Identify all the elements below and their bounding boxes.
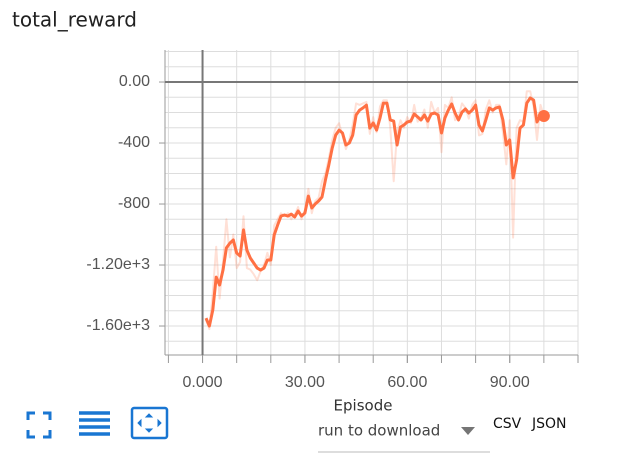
json-link[interactable]: JSON <box>531 416 567 432</box>
series-line <box>204 96 545 328</box>
y-tick-label: -1.60e+3 <box>86 317 150 334</box>
dropdown-arrow <box>461 427 475 435</box>
plot-area: 0.00 -400 -800 -1.20e+3 -1.60e+3 0.000 30.00 60… <box>86 50 579 391</box>
x-tick-label: 0.000 <box>183 374 223 391</box>
fit-icon-arrows <box>137 413 162 433</box>
run-dropdown[interactable]: run to download <box>318 422 490 453</box>
fit-icon-frame <box>130 406 169 440</box>
fullscreen-icon <box>26 411 52 439</box>
x-tick-label: 30.00 <box>285 374 325 391</box>
list-icon <box>79 411 110 436</box>
end-marker <box>537 110 550 123</box>
hit-area[interactable] <box>24 409 54 441</box>
y-tick-label: -400 <box>118 134 150 151</box>
x-tick-label: 90.00 <box>490 374 530 391</box>
y-tick-label: -800 <box>118 195 150 212</box>
data-toggle-button[interactable] <box>79 411 110 436</box>
fit-domain-button[interactable] <box>130 406 169 440</box>
dropdown-label: run to download <box>318 422 440 440</box>
x-axis-label: Episode <box>334 397 393 415</box>
csv-link[interactable]: CSV <box>493 416 522 432</box>
x-tick-label: 60.00 <box>387 374 427 391</box>
fullscreen-button[interactable] <box>24 409 54 441</box>
y-tick-label: -1.20e+3 <box>86 256 150 273</box>
chart-title: total_reward <box>12 8 137 32</box>
y-tick-label: 0.00 <box>119 73 150 90</box>
